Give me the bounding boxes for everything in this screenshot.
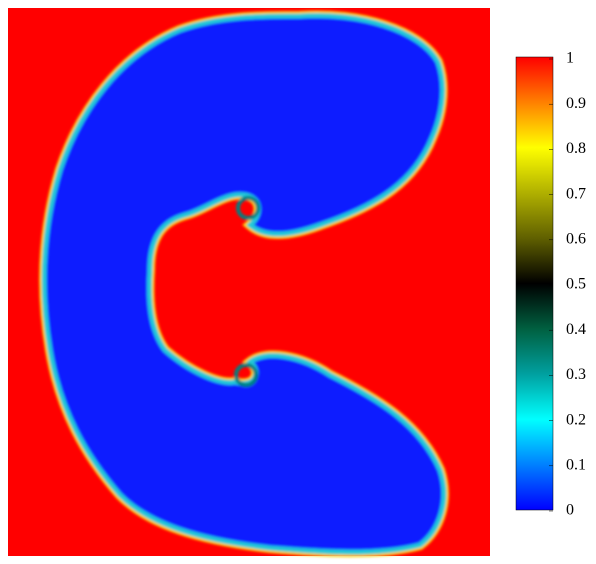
page: 00.10.20.30.40.50.60.70.80.91 (() => { c… bbox=[0, 0, 596, 564]
colorbar-tick-label: 0.1 bbox=[566, 456, 586, 473]
colorbar-tick-label: 0.4 bbox=[566, 321, 586, 338]
colorbar-tick-label: 0.8 bbox=[566, 140, 586, 157]
colorbar bbox=[516, 57, 553, 510]
colorbar-tick-label: 1 bbox=[566, 50, 574, 67]
colorbar-tick-label: 0 bbox=[566, 502, 574, 519]
chart: 0 0.1 0.2 0.3 0.4 0.5 0.6 0.7 0.8 0.9 1 bbox=[0, 0, 596, 564]
colorbar-tick-label: 0.5 bbox=[566, 276, 586, 293]
colorbar-tick-label: 0.3 bbox=[566, 366, 586, 383]
colorbar-tick-label: 0.2 bbox=[566, 411, 586, 428]
colorbar-tick-label: 0.7 bbox=[566, 185, 586, 202]
colorbar-tick-label: 0.9 bbox=[566, 95, 586, 112]
colorbar-tick-label: 0.6 bbox=[566, 230, 586, 247]
